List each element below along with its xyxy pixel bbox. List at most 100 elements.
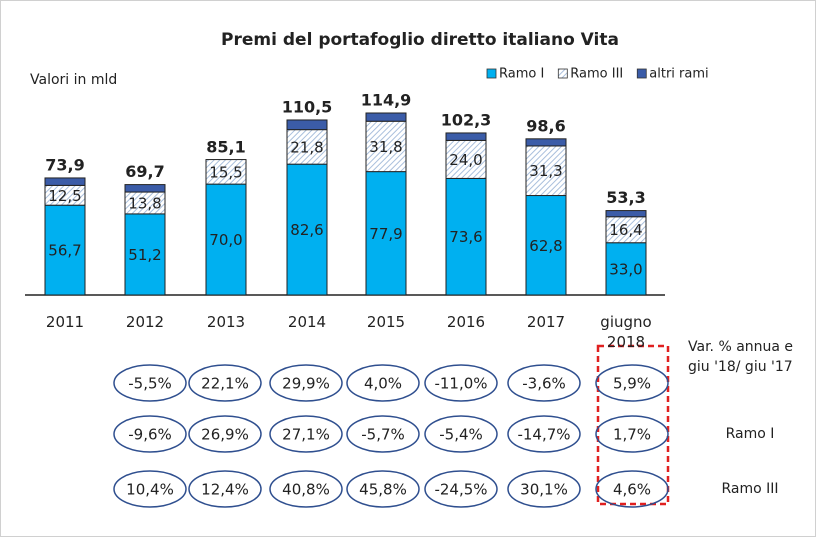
variation-ellipse bbox=[595, 364, 669, 402]
variation-label: 26,9% bbox=[201, 426, 249, 444]
variation-label: -24,5% bbox=[434, 481, 487, 499]
row-label: Var. % annua e giu '18/ giu '17 bbox=[688, 339, 794, 375]
x-tick-label: 2016 bbox=[446, 313, 486, 331]
x-tick-label: 2011 bbox=[45, 313, 85, 331]
x-tick-label: 2013 bbox=[206, 313, 246, 331]
variation-ellipse bbox=[188, 364, 262, 402]
bar-segment bbox=[365, 112, 407, 122]
bar-segment bbox=[365, 120, 407, 173]
legend-label: Ramo I bbox=[499, 67, 544, 82]
x-tick-label: 2014 bbox=[287, 313, 327, 331]
variation-label: 4,6% bbox=[613, 481, 651, 499]
x-tick-label: giugno 2018 bbox=[600, 313, 652, 351]
variation-label: 4,0% bbox=[364, 375, 402, 393]
variation-ellipse bbox=[424, 364, 498, 402]
bar-segment bbox=[445, 177, 487, 296]
variation-label: -5,5% bbox=[128, 375, 172, 393]
variation-label: -5,4% bbox=[439, 426, 483, 444]
variation-ellipse bbox=[269, 470, 343, 508]
variation-label: 40,8% bbox=[282, 481, 330, 499]
segment-label: 13,8 bbox=[128, 194, 161, 212]
variation-label: -9,6% bbox=[128, 426, 172, 444]
row-label: Ramo III bbox=[721, 481, 779, 497]
variation-label: 29,9% bbox=[282, 375, 330, 393]
variation-ellipse bbox=[595, 415, 669, 453]
segment-label: 21,8 bbox=[290, 138, 323, 156]
legend-swatch bbox=[557, 68, 568, 79]
segment-label: 15,5 bbox=[209, 163, 242, 181]
variation-label: 45,8% bbox=[359, 481, 407, 499]
legend-label: Ramo III bbox=[570, 67, 623, 82]
segment-label: 16,4 bbox=[609, 221, 642, 239]
highlight-box bbox=[596, 344, 670, 506]
bar-segment bbox=[44, 204, 86, 296]
total-label: 98,6 bbox=[526, 116, 565, 135]
variation-ellipse bbox=[346, 470, 420, 508]
x-tick-label: 2012 bbox=[125, 313, 165, 331]
bar-segment bbox=[286, 163, 328, 296]
segment-label: 56,7 bbox=[48, 242, 81, 260]
variation-ellipse bbox=[507, 364, 581, 402]
variation-ellipse bbox=[113, 364, 187, 402]
variation-ellipse bbox=[507, 415, 581, 453]
variation-label: 10,4% bbox=[126, 481, 174, 499]
variation-ellipse bbox=[113, 470, 187, 508]
variation-label: 30,1% bbox=[520, 481, 568, 499]
variation-label: 1,7% bbox=[613, 426, 651, 444]
segment-label: 82,6 bbox=[290, 221, 323, 239]
bar-segment bbox=[44, 177, 86, 186]
total-label: 53,3 bbox=[606, 188, 645, 207]
variation-label: 5,9% bbox=[613, 375, 651, 393]
bar-segment bbox=[124, 184, 166, 193]
total-label: 102,3 bbox=[441, 110, 492, 129]
bar-segment bbox=[605, 216, 647, 244]
bar-segment bbox=[445, 132, 487, 141]
variation-ellipse bbox=[346, 364, 420, 402]
total-label: 69,7 bbox=[125, 162, 164, 181]
variation-label: 12,4% bbox=[201, 481, 249, 499]
bar-segment bbox=[445, 139, 487, 179]
total-label: 110,5 bbox=[282, 97, 333, 116]
variation-ellipse bbox=[269, 415, 343, 453]
bar-segment bbox=[286, 129, 328, 165]
variation-ellipse bbox=[424, 415, 498, 453]
variation-ellipse bbox=[269, 364, 343, 402]
variation-ellipse bbox=[424, 470, 498, 508]
subtitle: Valori in mld bbox=[30, 72, 117, 88]
variation-ellipse bbox=[188, 470, 262, 508]
segment-label: 31,3 bbox=[529, 162, 562, 180]
variation-ellipse bbox=[188, 415, 262, 453]
variation-label: 22,1% bbox=[201, 375, 249, 393]
bar-segment bbox=[605, 210, 647, 218]
segment-label: 73,6 bbox=[449, 228, 482, 246]
segment-label: 51,2 bbox=[128, 246, 161, 264]
chart-title: Premi del portafoglio diretto italiano V… bbox=[221, 30, 619, 50]
bar-segment bbox=[286, 119, 328, 131]
variation-label: -5,7% bbox=[361, 426, 405, 444]
x-tick-label: 2015 bbox=[366, 313, 406, 331]
variation-ellipse bbox=[507, 470, 581, 508]
variation-label: -14,7% bbox=[517, 426, 570, 444]
bar-segment bbox=[124, 213, 166, 296]
variation-label: -11,0% bbox=[434, 375, 487, 393]
legend-label: altri rami bbox=[649, 67, 708, 82]
segment-label: 24,0 bbox=[449, 151, 482, 169]
total-label: 114,9 bbox=[361, 90, 412, 109]
bar-segment bbox=[525, 138, 567, 147]
segment-label: 33,0 bbox=[609, 260, 642, 278]
segment-label: 70,0 bbox=[209, 231, 242, 249]
variation-ellipse bbox=[346, 415, 420, 453]
variation-label: 27,1% bbox=[282, 426, 330, 444]
segment-label: 31,8 bbox=[369, 138, 402, 156]
segment-label: 62,8 bbox=[529, 237, 562, 255]
bar-segment bbox=[525, 145, 567, 197]
total-label: 73,9 bbox=[45, 155, 84, 174]
variation-label: -3,6% bbox=[522, 375, 566, 393]
legend-swatch bbox=[486, 68, 497, 79]
segment-label: 12,5 bbox=[48, 187, 81, 205]
variation-ellipse bbox=[595, 470, 669, 508]
x-tick-label: 2017 bbox=[526, 313, 566, 331]
segment-label: 77,9 bbox=[369, 225, 402, 243]
